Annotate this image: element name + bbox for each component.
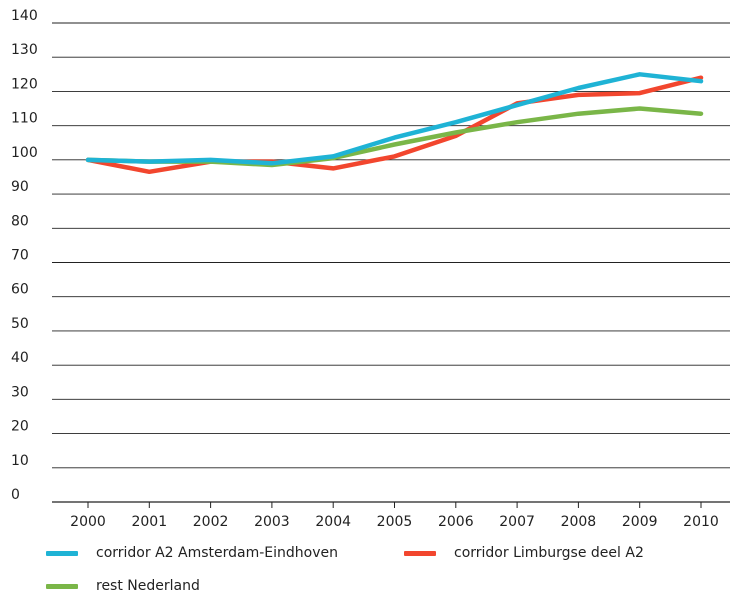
- x-tick-label: 2002: [193, 514, 229, 530]
- series-lines: [85, 72, 704, 175]
- x-tick-label: 2003: [254, 514, 290, 530]
- y-tick-label: 110: [11, 111, 38, 127]
- y-tick-label: 30: [11, 384, 29, 400]
- y-tick-label: 70: [11, 248, 29, 264]
- y-tick-label: 130: [11, 42, 38, 58]
- y-tick-label: 120: [11, 76, 38, 92]
- y-tick-label: 60: [11, 282, 29, 298]
- y-tick-label: 10: [11, 453, 29, 469]
- x-axis: 2000 2001 2002 2003 2004 2005 2006 2007 2008 2009…: [70, 502, 719, 530]
- x-tick-label: 2010: [683, 514, 719, 530]
- y-tick-label: 100: [11, 145, 38, 161]
- x-tick-label: 2008: [561, 514, 597, 530]
- x-tick-label: 2009: [622, 514, 658, 530]
- y-axis-tick-labels: 0 10 20 30 40 50 60 70 80 90 100 110 120 130 140: [11, 8, 38, 503]
- x-tick-label: 2001: [131, 514, 167, 530]
- series-line-2: [85, 75, 704, 175]
- y-tick-label: 40: [11, 350, 29, 366]
- y-tick-label: 80: [11, 213, 29, 229]
- x-tick-label: 2007: [499, 514, 535, 530]
- y-tick-label: 50: [11, 316, 29, 332]
- x-tick-label: 2004: [315, 514, 351, 530]
- y-tick-label: 0: [11, 487, 20, 503]
- x-tick-label: 2000: [70, 514, 106, 530]
- series-line-1: [85, 72, 704, 166]
- y-tick-label: 90: [11, 179, 29, 195]
- y-tick-label: 20: [11, 419, 29, 435]
- y-tick-label: 140: [11, 8, 38, 24]
- x-tick-label: 2005: [377, 514, 413, 530]
- x-tick-label: 2006: [438, 514, 474, 530]
